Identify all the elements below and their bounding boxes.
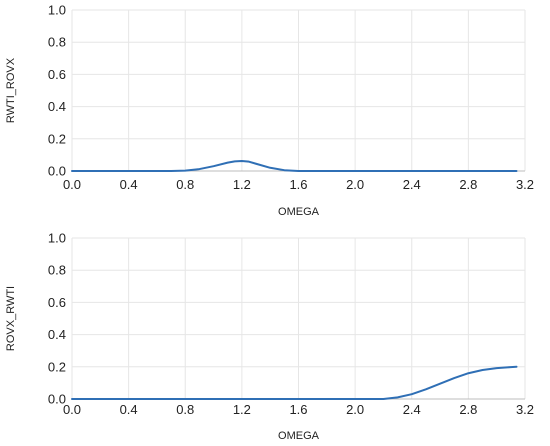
y-tick-label: 0.2	[48, 359, 66, 374]
x-tick-label: 0.0	[63, 177, 81, 192]
series-line	[71, 365, 518, 400]
y-tick-label: 0.4	[48, 327, 66, 342]
x-tick-label: 2.8	[459, 177, 477, 192]
series-line	[71, 160, 518, 172]
x-tick-label: 1.6	[289, 177, 307, 192]
x-tick-label: 0.4	[120, 177, 138, 192]
y-tick-label: 0.8	[48, 35, 66, 50]
x-tick-label: 2.8	[459, 402, 477, 417]
x-tick-label: 2.4	[403, 402, 421, 417]
x-axis-title: OMEGA	[278, 430, 320, 442]
x-tick-label: 3.2	[516, 177, 534, 192]
y-axis-title: ROVX_RWTI	[5, 286, 17, 351]
x-tick-label: 0.4	[120, 402, 138, 417]
y-tick-label: 1.0	[48, 3, 66, 18]
y-tick-label: 0.2	[48, 131, 66, 146]
x-tick-label: 2.0	[346, 177, 364, 192]
y-tick-label: 0.6	[48, 295, 66, 310]
y-tick-label: 1.0	[48, 231, 66, 246]
x-tick-label: 1.2	[233, 177, 251, 192]
x-tick-label: 1.2	[233, 402, 251, 417]
x-tick-label: 2.0	[346, 402, 364, 417]
x-tick-label: 0.8	[176, 402, 194, 417]
chart-rwti-rovx: 0.0 0.4 0.8 1.2 1.6 2.0 2.4 2.8 3.2 0.0 0.2 0.4 0.6 0…	[5, 3, 534, 219]
y-tick-label: 0.0	[48, 164, 66, 179]
x-tick-label: 0.0	[63, 402, 81, 417]
y-tick-label: 0.6	[48, 67, 66, 82]
x-tick-label: 3.2	[516, 402, 534, 417]
x-tick-label: 2.4	[403, 177, 421, 192]
x-axis-title: OMEGA	[278, 206, 320, 218]
y-tick-label: 0.8	[48, 263, 66, 278]
x-tick-label: 1.6	[289, 402, 307, 417]
y-tick-label: 0.4	[48, 99, 66, 114]
chart-rovx-rwti: 0.0 0.4 0.8 1.2 1.6 2.0 2.4 2.8 3.2 0.0 0.2 0.4 0.6 0…	[5, 231, 534, 443]
x-tick-label: 0.8	[176, 177, 194, 192]
y-tick-label: 0.0	[48, 392, 66, 407]
y-axis-title: RWTI_ROVX	[5, 57, 17, 123]
